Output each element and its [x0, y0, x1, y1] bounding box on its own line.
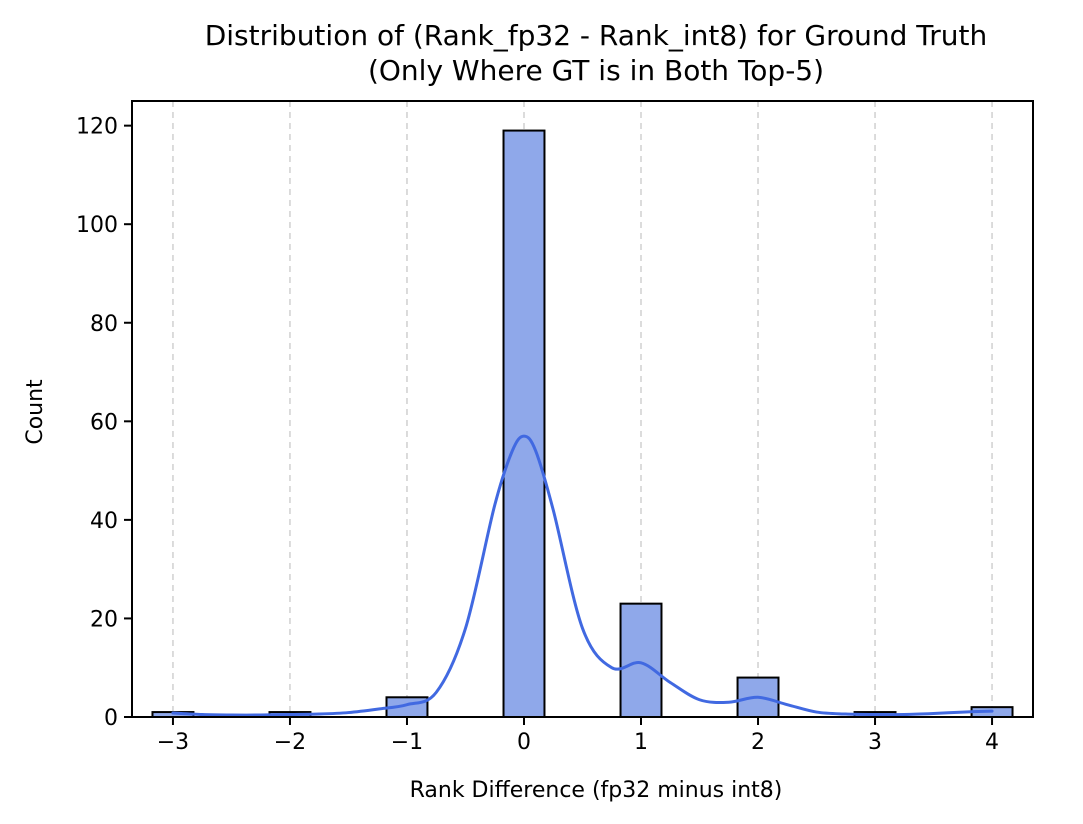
y-axis-label: Count: [23, 379, 48, 445]
kde-line: [171, 434, 994, 717]
y-tick-label-4: 80: [90, 312, 118, 337]
x-tick-label-2: −1: [391, 730, 423, 755]
x-axis-label: Rank Difference (fp32 minus int8): [410, 778, 783, 803]
kde-curve-group: [171, 434, 994, 717]
chart-title-line-2: (Only Where GT is in Both Top-5): [368, 54, 824, 87]
y-tick-label-0: 0: [104, 706, 118, 731]
x-tick-label-6: 3: [868, 730, 882, 755]
bar-3: [502, 129, 546, 718]
plot-frame: [131, 100, 1034, 718]
x-tick-label-4: 1: [634, 730, 648, 755]
x-tick-label-3: 0: [517, 730, 531, 755]
y-axis-ticks: 0 20 40 60 80 100 120: [76, 115, 132, 731]
y-tick-label-2: 40: [90, 509, 118, 534]
x-tick-label-7: 4: [985, 730, 999, 755]
x-axis-ticks: −3 −2 −1 0 1 2 3 4: [157, 717, 999, 755]
y-tick-label-6: 120: [76, 115, 118, 140]
y-tick-label-3: 60: [90, 410, 118, 435]
y-tick-label-5: 100: [76, 213, 118, 238]
x-tick-label-5: 2: [751, 730, 765, 755]
bar-4: [619, 602, 663, 719]
x-tick-label-1: −2: [274, 730, 306, 755]
y-tick-label-1: 20: [90, 607, 118, 632]
histogram-bars: [151, 129, 1014, 719]
x-tick-label-0: −3: [157, 730, 189, 755]
chart-title-line-1: Distribution of (Rank_fp32 - Rank_int8) …: [205, 19, 988, 52]
